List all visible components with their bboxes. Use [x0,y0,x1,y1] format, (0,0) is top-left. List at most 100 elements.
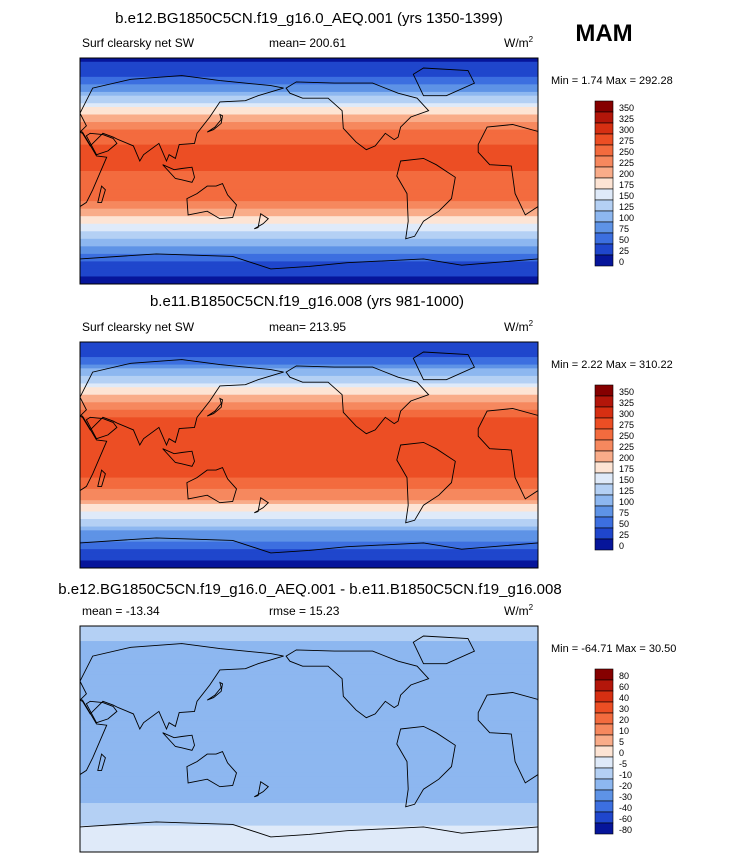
field-band [80,564,538,568]
field-band [80,174,538,180]
panel-3-units: W/m2 [504,603,534,618]
field-band [80,537,538,543]
field-band [80,91,538,97]
field-band [80,272,538,278]
field-band [80,560,538,565]
colorbar-swatch [594,701,614,714]
field-band [80,375,538,381]
colorbar-swatch [594,111,614,124]
coastline [186,467,238,504]
coastline [0,636,16,664]
field-band [80,61,538,67]
colorbar-swatch [594,527,614,540]
field-band [80,80,538,85]
field-band [80,421,538,426]
field-band [80,626,538,631]
colorbar-swatch [594,417,614,430]
field-band [80,799,538,804]
field-band [80,133,538,138]
field-band [80,761,538,766]
field-band [80,511,538,516]
field-band [80,682,538,687]
colorbar-tick-label: 0 [619,748,624,758]
panel-1: b.e12.BG1850C5CN.f19_g16.0_AEQ.001 (yrs … [0,10,726,285]
coastline [80,75,284,163]
colorbar-swatch [594,789,614,802]
coastline [712,214,726,229]
field-band [80,648,538,653]
field-band [80,836,538,842]
colorbar-swatch [594,210,614,223]
coastline [0,352,16,380]
field-band [80,152,538,157]
colorbar-tick-label: 225 [619,158,634,168]
field-band [80,186,538,191]
coastline [162,164,195,183]
field-band [80,690,538,695]
colorbar-swatch [594,395,614,408]
colorbar-swatch [594,712,614,725]
coastline [0,68,16,96]
colorbar-tick-label: 275 [619,420,634,430]
coastline [254,780,270,798]
field-band [80,413,538,418]
panel-3-mean: mean = -13.34 [82,604,160,618]
field-band [80,833,538,838]
colorbar-swatch [594,221,614,234]
colorbar-tick-label: 300 [619,409,634,419]
colorbar-swatch [594,538,614,551]
coastline [97,469,106,487]
colorbar-swatch [594,166,614,179]
coastline [80,258,81,260]
field-band [80,735,538,740]
field-band [80,462,538,467]
field-band [80,178,538,183]
field-band [80,443,538,449]
field-band [80,261,538,266]
field-band [80,58,538,63]
coastline [412,351,476,381]
colorbar-tick-label: -10 [619,770,632,780]
field-band [80,357,538,362]
field-band [80,697,538,702]
coastline [97,185,106,203]
panel-1-units: W/m2 [504,35,534,50]
colorbar-tick-label: -30 [619,792,632,802]
colorbar-swatch [594,679,614,692]
field-band [80,633,538,638]
panel-2-units: W/m2 [504,319,534,334]
field-band [80,137,538,142]
colorbar-swatch [594,243,614,256]
field-band [80,488,538,494]
coastline [97,753,106,771]
colorbar-swatch [594,811,614,824]
field-band [80,515,538,520]
field-band [80,451,538,456]
colorbar-tick-label: 200 [619,169,634,179]
coastline [712,782,726,797]
field-band [80,519,538,524]
field-band [80,360,538,366]
field-band [80,848,538,852]
field-band [80,204,538,210]
colorbar-tick-label: 125 [619,486,634,496]
field-band [80,406,538,411]
field-band [80,477,538,482]
field-band [80,492,538,498]
colorbar-tick-label: 250 [619,147,634,157]
panel-2: b.e11.B1850C5CN.f19_g16.008 (yrs 981-100… [0,293,673,569]
colorbar-swatch [594,778,614,791]
field-band [80,140,538,146]
field-band [80,656,538,661]
colorbar-swatch [594,756,614,769]
field-band [80,678,538,684]
panel-3-title: b.e12.BG1850C5CN.f19_g16.0_AEQ.001 - b.e… [58,581,561,598]
colorbar-tick-label: 300 [619,125,634,135]
coastline [396,441,456,524]
coastline [162,732,195,751]
field-band [80,840,538,846]
colorbar-swatch [594,155,614,168]
field-band [80,659,538,665]
coastline [85,416,118,440]
